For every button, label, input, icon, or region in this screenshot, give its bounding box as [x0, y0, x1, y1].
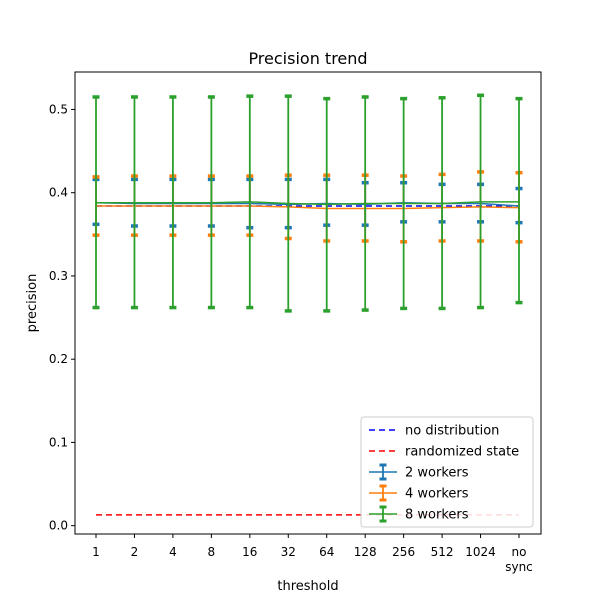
y-axis: 0.0 0.1 0.2 0.3 0.4 0.5 — [49, 102, 75, 533]
x-tick-label: no sync — [505, 545, 533, 574]
series-line — [96, 201, 519, 206]
plot-frame — [74, 71, 542, 535]
x-axis-label: threshold — [277, 579, 338, 594]
legend-label: 8 workers — [405, 508, 469, 523]
legend-label: no distribution — [405, 424, 499, 439]
chart-title: Precision trend — [248, 49, 367, 68]
legend-entry-3: 4 workers — [369, 484, 469, 502]
legend-label: 2 workers — [405, 466, 469, 481]
x-tick-label: 8 — [208, 545, 216, 559]
x-tick-label: 2 — [131, 545, 139, 559]
legend-entry-1: randomized state — [369, 445, 519, 460]
y-tick-label: 0.3 — [49, 269, 68, 283]
y-axis-label: precision — [25, 274, 40, 333]
legend-entry-0: no distribution — [369, 424, 499, 439]
x-tick-label: 1 — [92, 545, 100, 559]
x-tick-label: 64 — [319, 545, 334, 559]
x-tick-label: 4 — [169, 545, 177, 559]
x-axis: 1 2 4 8 16 32 64 128 256 512 1024 no sync — [92, 534, 533, 574]
y-tick-label: 0.2 — [49, 352, 68, 366]
y-tick-label: 0.4 — [49, 186, 68, 200]
legend-box — [360, 416, 534, 528]
y-tick-label: 0.0 — [49, 519, 68, 533]
legend: no distribution randomized state 2 workers… — [360, 416, 534, 528]
x-tick-label: 1024 — [465, 545, 496, 559]
legend-entry-4: 8 workers — [369, 505, 469, 523]
plot-area — [92, 93, 523, 516]
x-tick-label: 512 — [431, 545, 454, 559]
legend-entry-2: 2 workers — [369, 463, 469, 481]
x-tick-label: 256 — [392, 545, 415, 559]
x-tick-label: 128 — [354, 545, 377, 559]
legend-label: randomized state — [405, 445, 519, 460]
y-tick-label: 0.5 — [49, 102, 68, 116]
x-tick-label: 32 — [281, 545, 296, 559]
series-line — [96, 205, 520, 210]
x-tick-label: 16 — [242, 545, 257, 559]
y-tick-label: 0.1 — [49, 435, 68, 449]
series-2 — [92, 93, 523, 313]
legend-label: 4 workers — [405, 487, 469, 502]
